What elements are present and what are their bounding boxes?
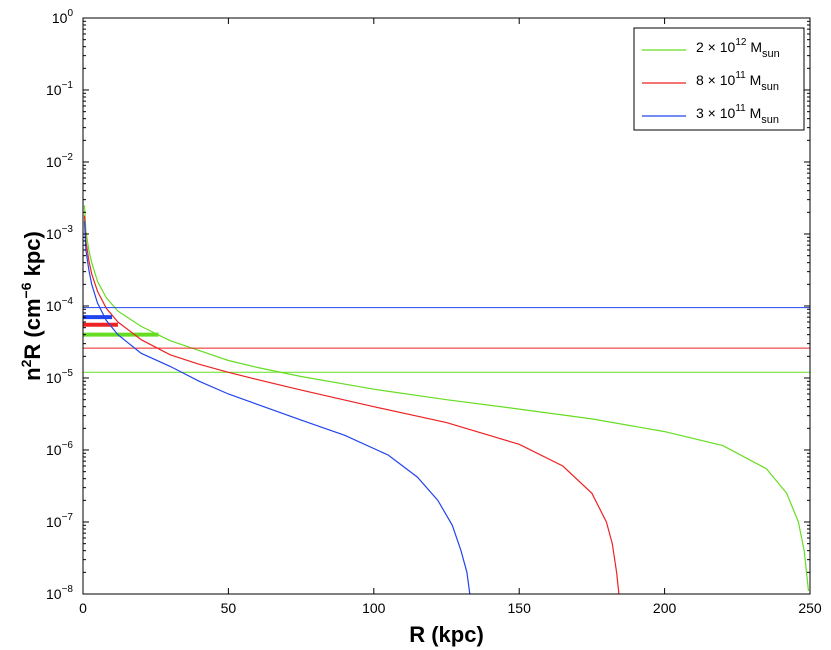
legend-label-1: 8 × 1011 Msun [696, 70, 779, 93]
plot-series-layer [83, 205, 810, 595]
y-tick-label: 10−1 [46, 80, 73, 98]
y-tick-label: 10−6 [46, 440, 73, 458]
legend: 2 × 1012 Msun 8 × 1011 Msun 3 × 1011 Msun [633, 27, 805, 131]
y-axis-title-suffix: kpc) [20, 231, 45, 282]
x-tick-label: 150 [508, 600, 532, 616]
y-tick-label: 10−4 [46, 296, 73, 314]
legend-label-2: 3 × 1011 Msun [696, 103, 779, 126]
y-axis-title-middle: R (cm [20, 298, 45, 359]
y-tick-label: 10−3 [46, 224, 73, 242]
legend-label-0: 2 × 1012 Msun [696, 37, 780, 60]
x-tick-label: 50 [221, 600, 237, 616]
y-tick-label: 10−5 [46, 368, 73, 386]
y-axis-title-superscript-2: −6 [18, 282, 34, 298]
series-0-line [83, 205, 810, 592]
y-tick-label: 10−8 [46, 584, 73, 602]
x-tick-label: 200 [653, 600, 677, 616]
series-1-line [83, 215, 620, 595]
y-axis-title-superscript: 2 [18, 359, 34, 367]
x-axis-title: R (kpc) [409, 622, 484, 647]
y-tick-label: 10−2 [46, 152, 73, 170]
y-axis-title-prefix: n [20, 367, 45, 380]
axis-ticks: 0 50 100 150 200 250 10−8 10−7 10−6 10−5 10−4 10−3 1… [46, 8, 822, 616]
legend-box [633, 27, 805, 131]
x-tick-label: 250 [798, 600, 822, 616]
x-tick-label: 0 [79, 600, 87, 616]
x-tick-label: 100 [362, 600, 386, 616]
y-tick-label: 10−7 [46, 512, 73, 530]
y-tick-label: 100 [52, 8, 74, 26]
series-2-line [83, 221, 471, 595]
y-axis-title: n2R (cm−6 kpc) [18, 231, 45, 381]
